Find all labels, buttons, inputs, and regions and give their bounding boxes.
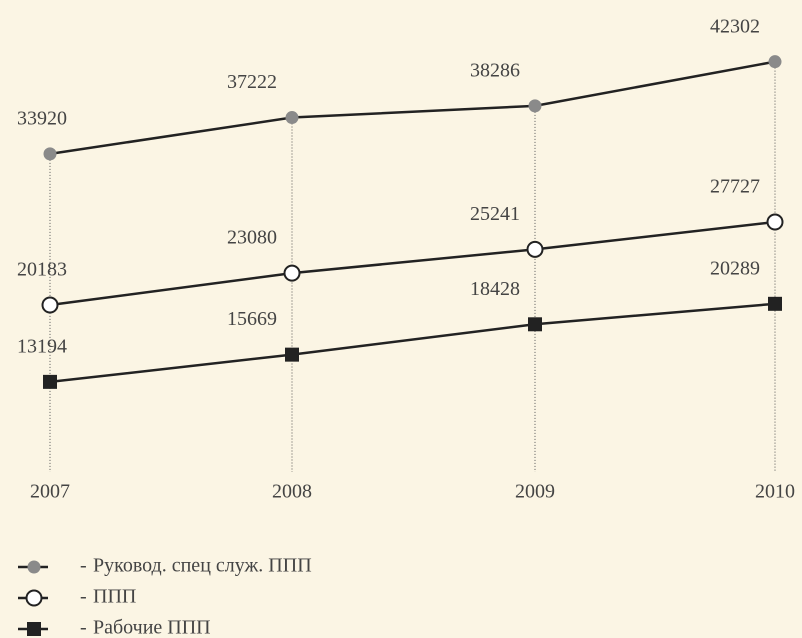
x-tick-label: 2008 (272, 481, 312, 503)
data-label: 15669 (227, 308, 277, 330)
data-label: 27727 (710, 176, 760, 198)
data-label: 20183 (17, 259, 67, 281)
data-label: 23080 (227, 227, 277, 249)
series-line (49, 60, 776, 156)
data-label: 20289 (710, 257, 760, 279)
marker (528, 317, 542, 332)
marker (768, 55, 782, 69)
legend-label: Руковод. спец служ. ППП (93, 555, 312, 577)
data-label: 25241 (470, 203, 520, 225)
data-label: 38286 (470, 59, 520, 81)
data-label: 37222 (227, 71, 277, 93)
marker (43, 374, 57, 389)
data-label: 42302 (710, 15, 760, 37)
marker (285, 347, 299, 362)
marker (285, 111, 299, 125)
marker (528, 99, 542, 113)
data-label: 33920 (17, 107, 67, 129)
legend-dash: - (80, 555, 87, 577)
x-tick-label: 2009 (515, 481, 555, 503)
legend-label: ППП (93, 586, 136, 608)
marker (25, 589, 43, 607)
marker (526, 240, 544, 258)
marker (27, 622, 41, 636)
series-line (49, 302, 776, 384)
x-tick-label: 2007 (30, 481, 70, 503)
series-line (49, 220, 776, 307)
marker (27, 560, 41, 574)
legend-item: - ППП (18, 586, 136, 608)
marker (283, 264, 301, 282)
legend-item: - Рабочие ППП (18, 617, 211, 638)
data-label: 13194 (17, 335, 67, 357)
marker (43, 147, 57, 161)
legend-label: Рабочие ППП (93, 617, 211, 638)
x-tick-label: 2010 (755, 481, 795, 503)
marker (41, 296, 59, 314)
legend-item: - Руковод. спец служ. ППП (18, 555, 312, 577)
legend-dash: - (80, 617, 87, 638)
marker (768, 296, 782, 311)
data-label: 18428 (470, 278, 520, 300)
marker (766, 213, 784, 231)
legend-dash: - (80, 586, 87, 608)
